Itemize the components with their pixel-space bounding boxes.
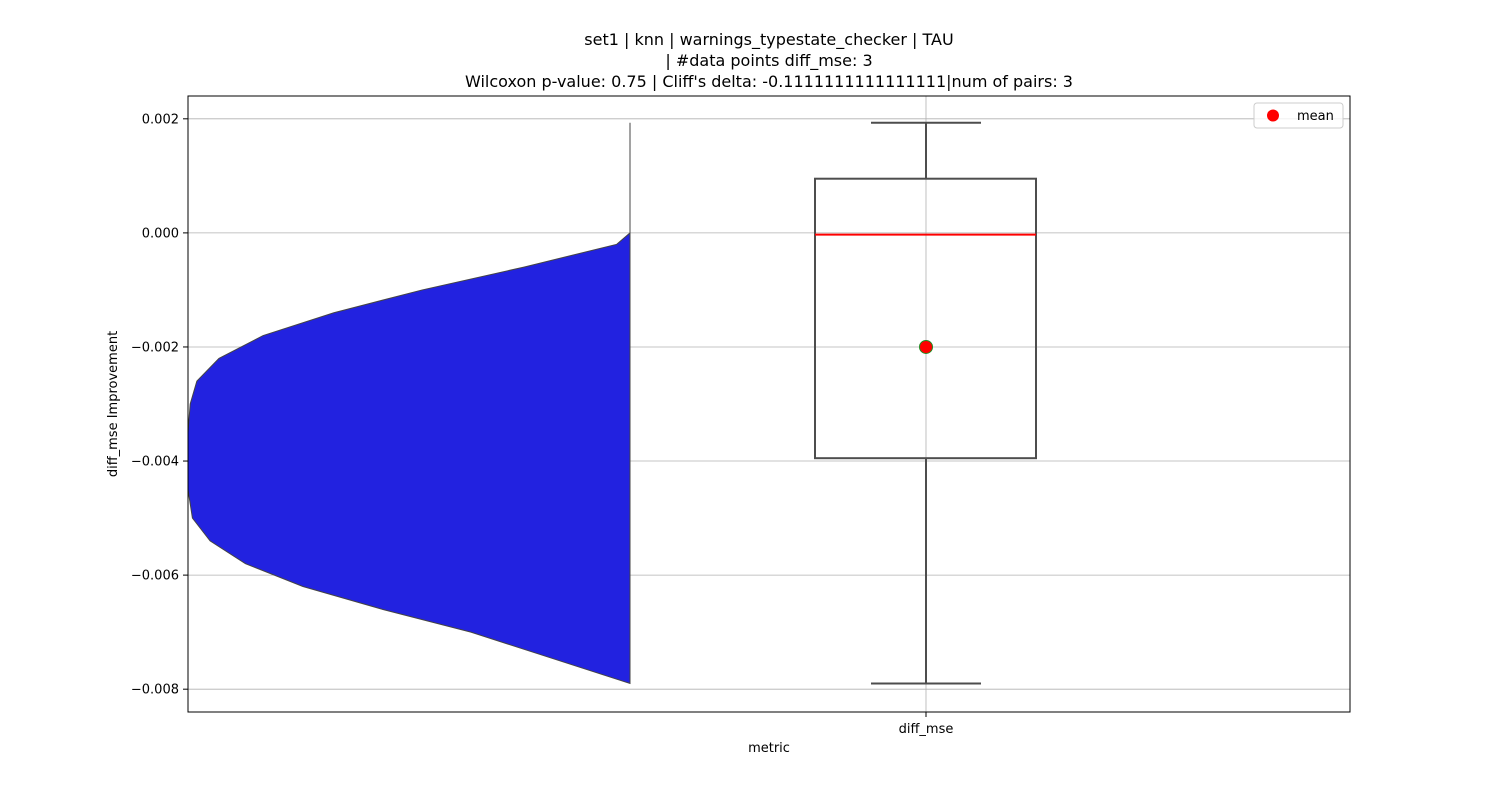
violin-plot xyxy=(187,122,631,685)
legend-mean-label: mean xyxy=(1297,109,1334,124)
title-line-2: | #data points diff_mse: 3 xyxy=(665,51,873,70)
mean-marker xyxy=(919,339,933,354)
y-tick-label: −0.006 xyxy=(131,569,179,584)
grid xyxy=(188,96,1350,712)
box-iqr xyxy=(814,177,1037,460)
chart-title: set1 | knn | warnings_typestate_checker … xyxy=(0,29,1500,92)
title-line-1: set1 | knn | warnings_typestate_checker … xyxy=(584,30,954,49)
y-tick-label: −0.004 xyxy=(131,455,179,470)
y-axis-label: diff_mse Improvement xyxy=(106,331,121,477)
y-tick-label: 0.002 xyxy=(142,112,179,127)
legend-box xyxy=(1253,102,1344,129)
title-line-3: Wilcoxon p-value: 0.75 | Cliff's delta: … xyxy=(465,72,1073,91)
axes: 0.002 0.000 −0.002 −0.004 −0.006 −0.008 diff_m… xyxy=(106,95,1351,756)
y-tick-label: −0.008 xyxy=(131,683,179,698)
legend-mean-marker xyxy=(1267,109,1279,122)
box-plot xyxy=(814,121,1037,685)
y-tick-label: 0.000 xyxy=(142,226,179,241)
legend: mean xyxy=(1253,102,1344,129)
violin-shape xyxy=(187,122,631,685)
plot-frame xyxy=(187,95,1351,713)
x-tick-label: diff_mse xyxy=(899,722,954,737)
x-axis-label: metric xyxy=(748,741,790,756)
y-tick-label: −0.002 xyxy=(131,340,179,355)
